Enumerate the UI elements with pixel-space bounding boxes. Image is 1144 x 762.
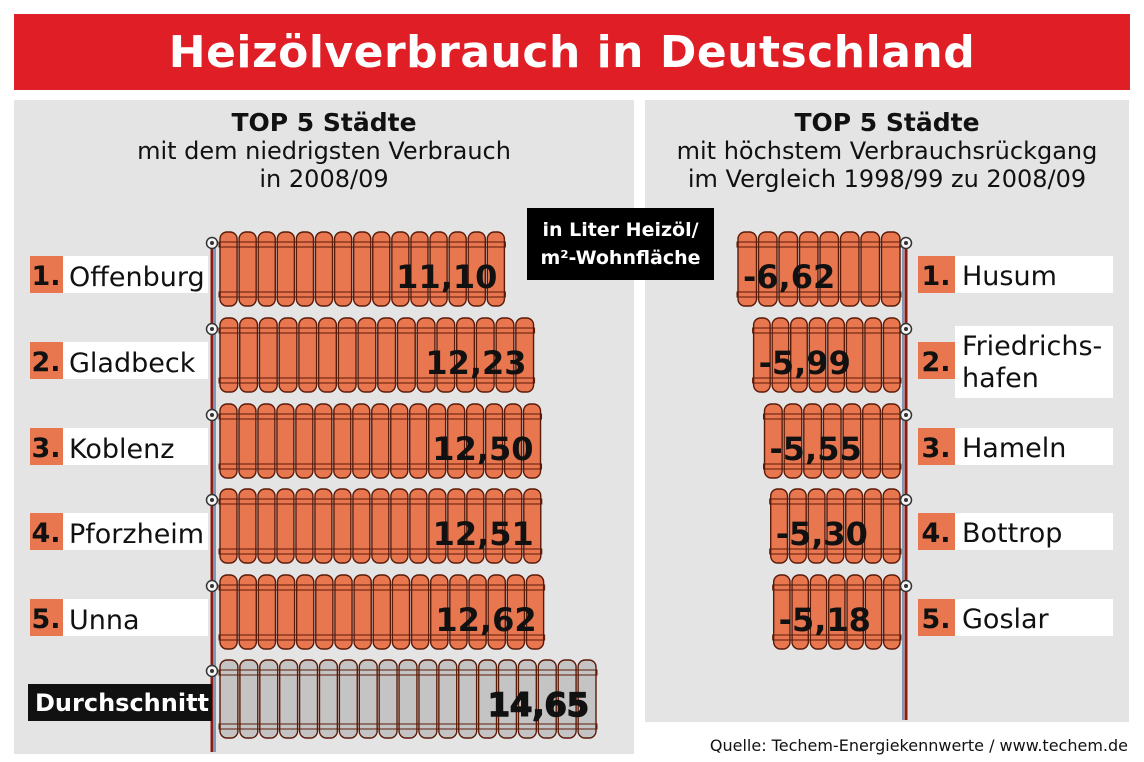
right-heading-line-3: im Vergleich 1998/99 zu 2008/09: [687, 165, 1087, 193]
average-label: Durchschnitt: [35, 689, 209, 717]
value-label: 12,23: [425, 344, 526, 382]
city-label: Pforzheim: [69, 519, 204, 550]
rank-label: 4.: [921, 518, 950, 549]
rank-box: [918, 342, 955, 379]
city-label-box: [63, 513, 208, 550]
city-label-box: [63, 428, 208, 465]
rank-label: 2.: [921, 347, 950, 378]
city-label-box: [955, 599, 1113, 636]
source-note: Quelle: Techem-Energiekennwerte / www.te…: [709, 736, 1128, 755]
unit-box: in Liter Heizöl/ m²-Wohnfläche: [527, 208, 714, 280]
title-banner: Heizölverbrauch in Deutschland: [14, 14, 1130, 90]
right-heading: TOP 5 Städte mit höchstem Verbrauchsrück…: [645, 108, 1129, 194]
city-label: Goslar: [962, 604, 1050, 635]
rank-box: [30, 513, 63, 550]
bar-left-4: [218, 488, 543, 564]
rank-label: 5.: [31, 604, 60, 635]
bar-average: [218, 659, 598, 739]
city-label-box: [63, 599, 208, 636]
bar-left-1: [218, 231, 506, 307]
city-label: Husum: [962, 261, 1057, 292]
rank-label: 5.: [921, 604, 950, 635]
rank-box: [918, 256, 955, 293]
city-label-box: [955, 326, 1113, 398]
average-label-box: [28, 684, 212, 721]
city-label: Offenburg: [69, 262, 205, 293]
left-heading-line-3: in 2008/09: [259, 165, 389, 193]
rank-label: 4.: [31, 518, 60, 549]
rank-box: [918, 428, 955, 465]
city-label: Hameln: [962, 433, 1066, 464]
right-heading-line-1: TOP 5 Städte: [794, 108, 980, 137]
city-label: Friedrichs-: [962, 331, 1102, 362]
unit-line-2: m²-Wohnfläche: [540, 247, 701, 269]
unit-line-1: in Liter Heizöl/: [542, 219, 699, 241]
left-heading-line-1: TOP 5 Städte: [231, 108, 417, 137]
city-label-box: [955, 256, 1113, 293]
city-label-box: [63, 342, 208, 379]
chart-title: Heizölverbrauch in Deutschland: [168, 26, 976, 78]
value-label: 12,62: [435, 601, 536, 639]
value-label: 12,50: [432, 430, 533, 468]
rank-label: 1.: [921, 261, 950, 292]
value-label: -5,99: [759, 344, 851, 382]
bar-left-3: [218, 403, 543, 479]
bar-right-1: [736, 231, 902, 307]
value-label: 12,51: [433, 515, 534, 553]
value-label: 11,10: [396, 258, 497, 296]
bar-right-5: [772, 574, 902, 650]
rank-box: [30, 599, 63, 636]
average-value-label: 14,65: [488, 686, 589, 724]
bar-right-2: [752, 317, 902, 393]
left-heading: TOP 5 Städte mit dem niedrigsten Verbrau…: [14, 108, 634, 194]
rank-label: 2.: [31, 347, 60, 378]
city-label-box: [63, 256, 208, 293]
rank-label: 3.: [921, 433, 950, 464]
city-label: Koblenz: [69, 434, 174, 465]
city-label: Unna: [69, 605, 140, 636]
value-label: -5,18: [779, 601, 871, 639]
rank-box: [918, 513, 955, 550]
rank-label: 1.: [31, 261, 60, 292]
left-heading-line-2: mit dem niedrigsten Verbrauch: [137, 137, 511, 165]
value-label: -6,62: [743, 258, 835, 296]
value-label: -5,55: [770, 430, 862, 468]
city-label-box: [955, 513, 1113, 550]
rank-box: [30, 342, 63, 379]
rank-box: [30, 428, 63, 465]
value-label: -5,30: [776, 515, 868, 553]
rank-label: 3.: [31, 433, 60, 464]
bar-left-2: [218, 317, 536, 393]
bar-right-3: [763, 403, 902, 479]
rank-box: [918, 599, 955, 636]
city-label: Gladbeck: [69, 348, 196, 379]
bar-right-4: [769, 488, 902, 564]
right-heading-line-2: mit höchstem Verbrauchsrückgang: [676, 137, 1098, 165]
bar-left-5: [218, 574, 546, 650]
rank-box: [30, 256, 63, 293]
city-label-box: [955, 428, 1113, 465]
city-label: Bottrop: [962, 518, 1062, 549]
city-label: hafen: [962, 363, 1039, 394]
